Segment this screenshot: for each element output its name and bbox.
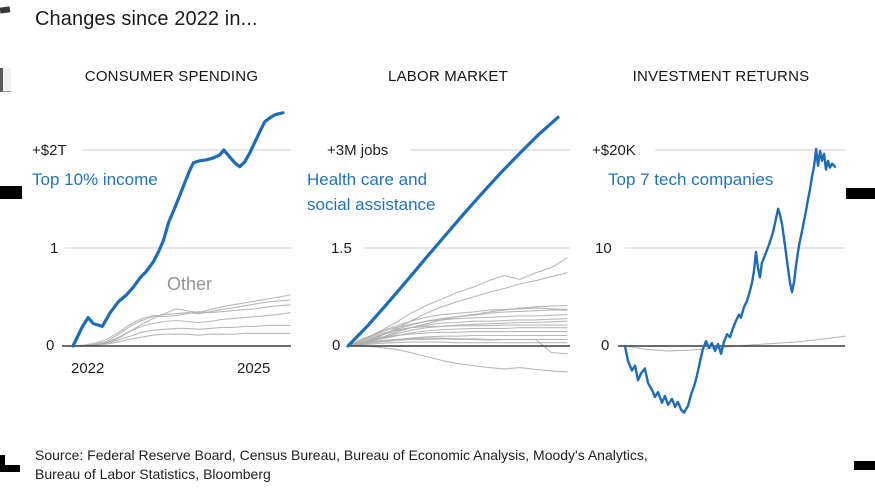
chart2-zero-tick-label: 0 <box>332 337 341 354</box>
chart3-top-tick-label: +$20K <box>592 142 636 159</box>
chart1-zero-tick-label: 0 <box>46 337 55 354</box>
context-series-line <box>72 304 291 347</box>
context-series-line <box>347 327 568 347</box>
chart1-mid-tick-label: 1 <box>50 240 59 257</box>
context-series-line <box>347 257 568 347</box>
chart1-xtick-2025: 2025 <box>237 360 271 377</box>
chart2-mid-tick-label: 1.5 <box>331 240 352 257</box>
chart-header-labor-market: LABOR MARKET <box>388 68 508 85</box>
crop-artifact-left-box <box>0 68 11 92</box>
context-series-line <box>72 312 291 347</box>
context-series-line <box>347 314 568 347</box>
source-note: Source: Federal Reserve Board, Census Bu… <box>35 446 648 484</box>
source-line-2: Bureau of Labor Statistics, Bloomberg <box>35 466 271 482</box>
chart3-series-label: Top 7 tech companies <box>608 170 774 189</box>
chart1-other-label: Other <box>167 274 213 294</box>
context-series-line <box>347 324 568 347</box>
context-series-line <box>72 332 291 347</box>
highlight-series-line <box>71 111 285 348</box>
chart3-mid-tick-label: 10 <box>595 240 612 257</box>
context-series-line <box>72 324 291 347</box>
investment-returns-chart <box>618 147 846 414</box>
chart2-series-label-line1: Health care and <box>307 170 428 189</box>
chart-header-consumer-spending: CONSUMER SPENDING <box>84 68 259 85</box>
context-series-line <box>347 331 568 347</box>
page-title: Changes since 2022 in... <box>35 8 258 30</box>
consumer-spending-chart <box>62 111 291 348</box>
context-series-line <box>347 345 568 373</box>
crop-artifact-top-left <box>0 6 11 14</box>
crop-artifact-left-bar <box>0 186 22 199</box>
labor-market-chart <box>346 115 570 373</box>
highlight-series-line <box>623 147 837 414</box>
crop-artifact-bottom-left-v <box>0 455 5 472</box>
chart-header-investment-returns: INVESTMENT RETURNS <box>632 68 810 85</box>
context-series-line <box>347 318 568 347</box>
chart2-top-tick-label: +3M jobs <box>327 142 389 159</box>
source-line-1: Source: Federal Reserve Board, Census Bu… <box>35 447 648 463</box>
chart3-zero-tick-label: 0 <box>601 337 610 354</box>
highlight-series-line <box>346 115 560 348</box>
context-series-line <box>72 299 291 347</box>
crop-artifact-bottom-left-h <box>0 465 20 472</box>
chart1-xtick-2022: 2022 <box>71 360 105 377</box>
context-series-line <box>347 338 568 355</box>
context-series-line <box>624 335 846 352</box>
chart1-series-label: Top 10% income <box>32 170 158 189</box>
crop-artifact-bottom-right <box>854 461 875 470</box>
chart1-top-tick-label: +$2T <box>32 142 67 159</box>
chart2-series-label-line2: social assistance <box>307 195 436 214</box>
context-series-line <box>347 307 568 347</box>
crop-artifact-right-bar <box>846 188 875 199</box>
context-series-line <box>347 341 568 347</box>
